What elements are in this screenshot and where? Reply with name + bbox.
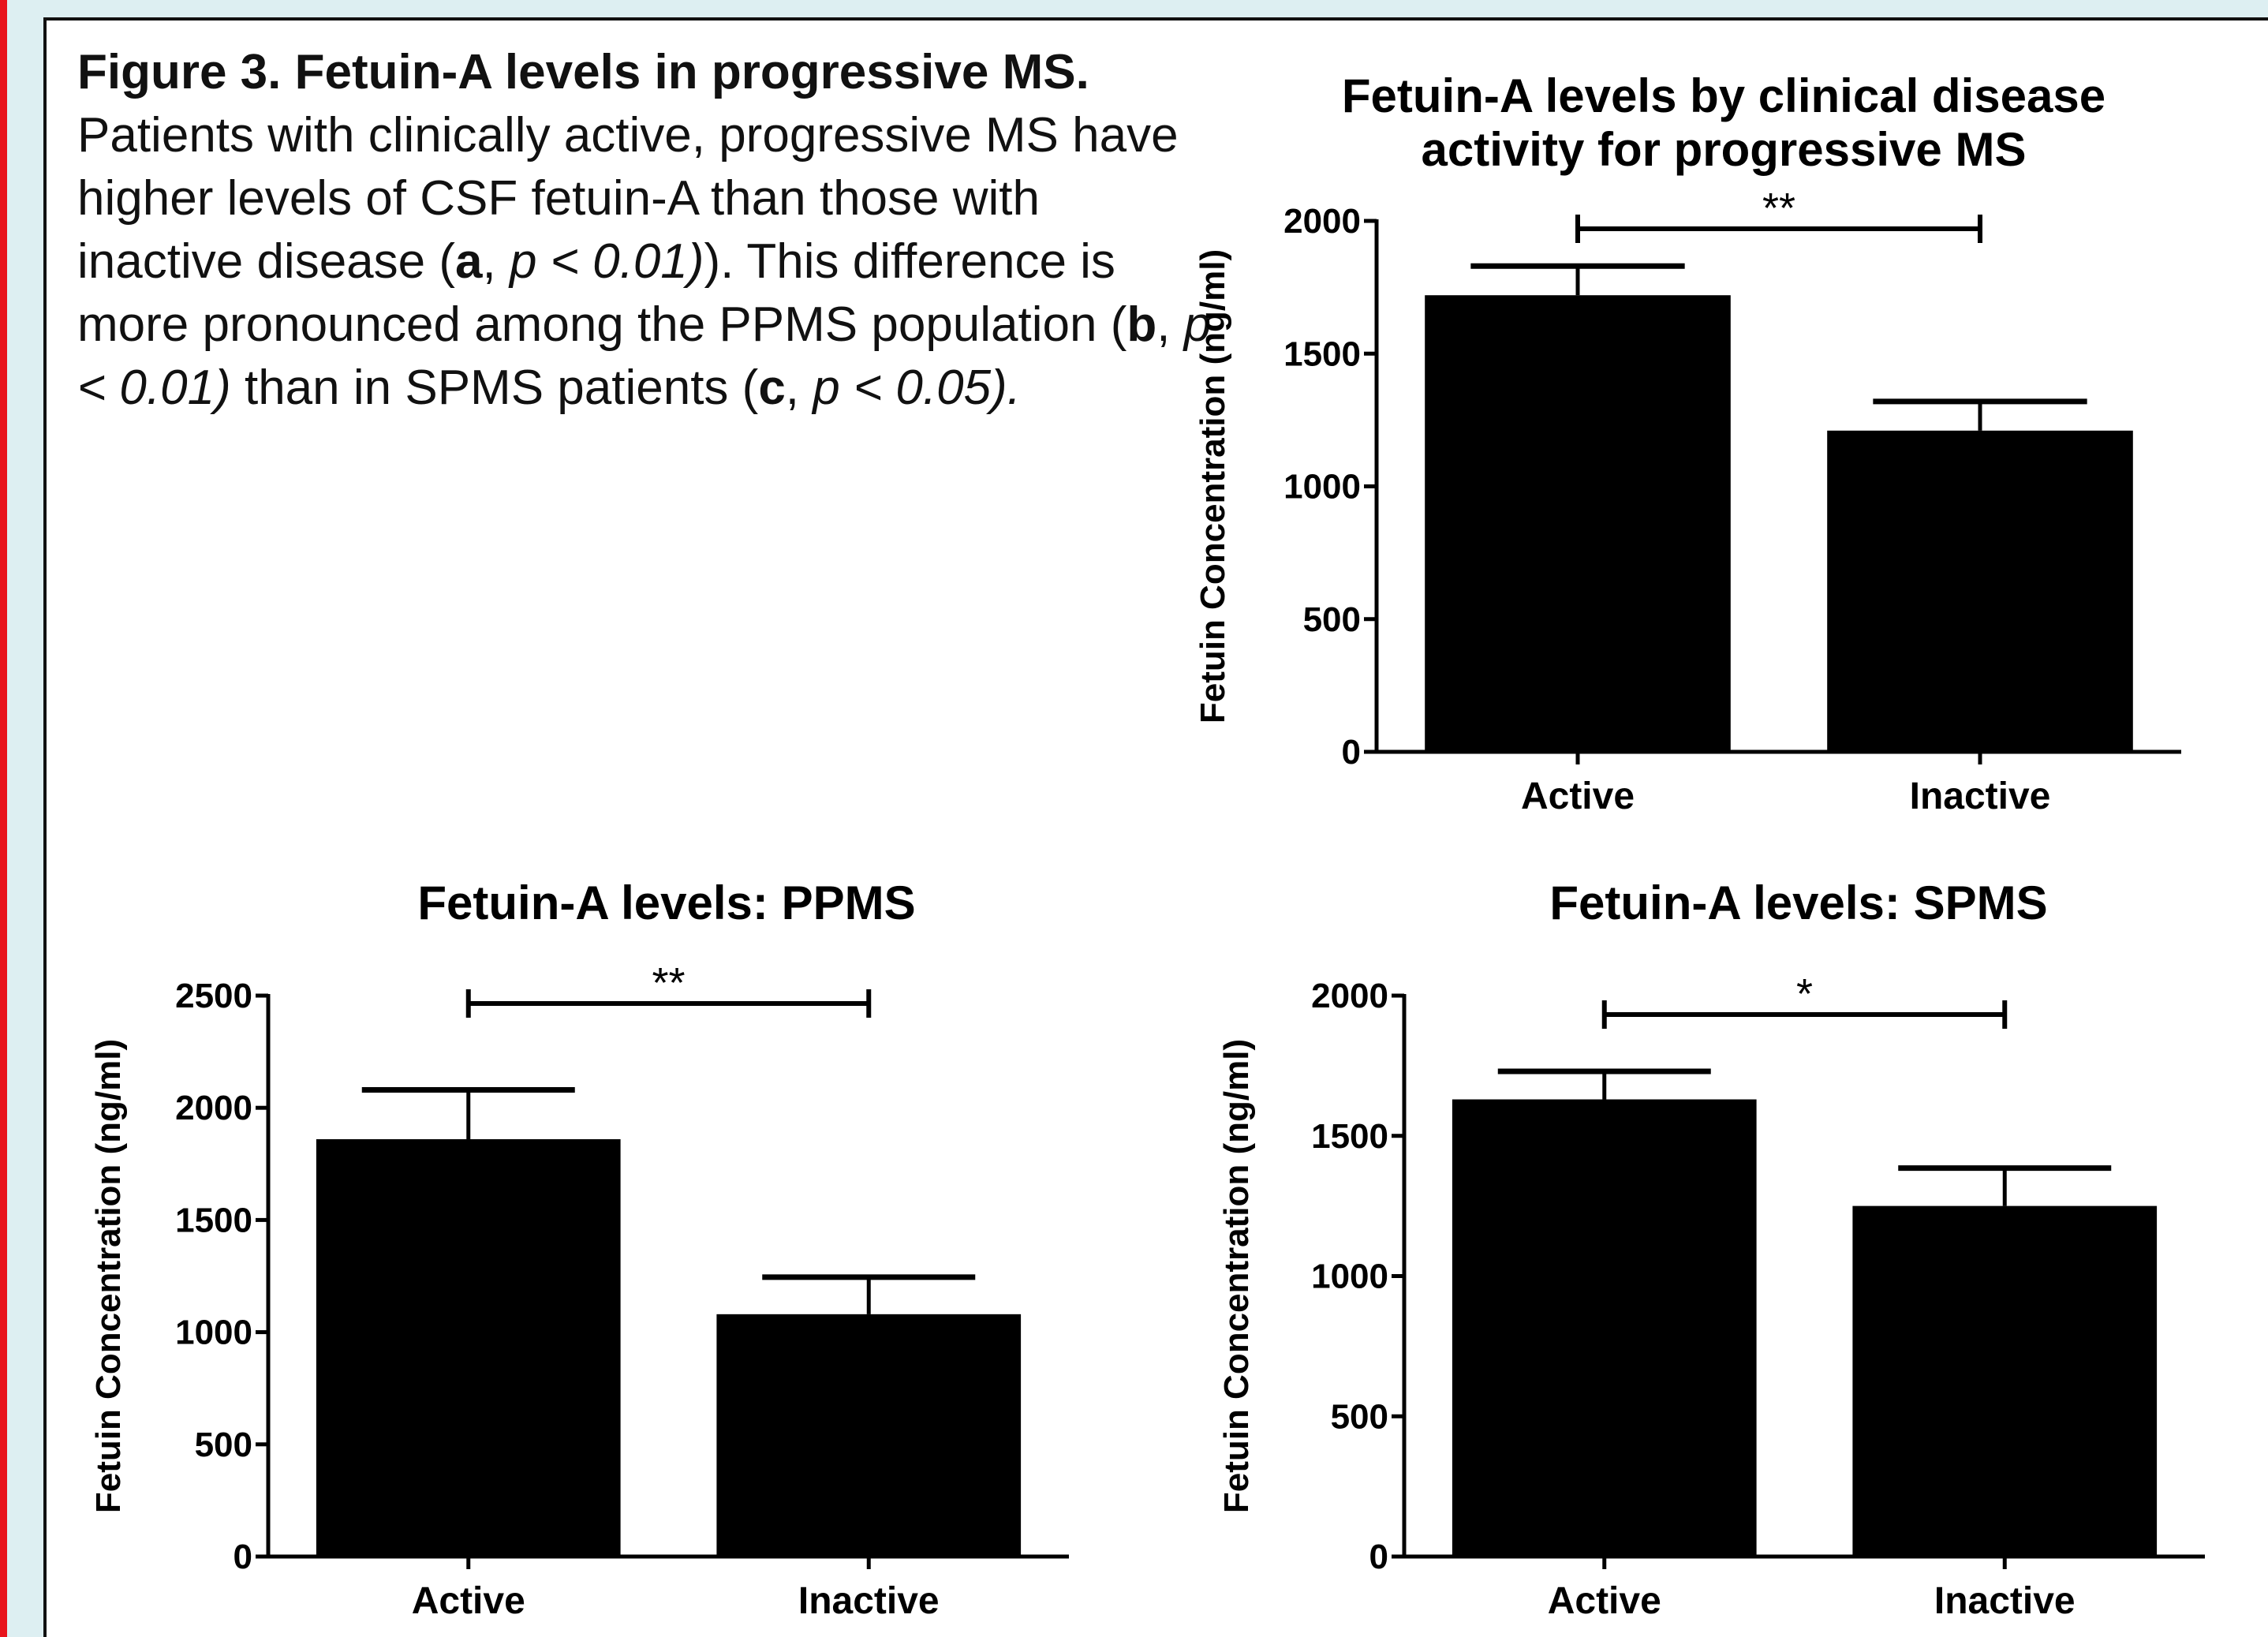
x-tick-label-active: Active bbox=[412, 1580, 525, 1622]
caption-heading: Figure 3. Fetuin-A levels in progressive… bbox=[77, 45, 1089, 99]
caption-p-value-a: p < 0.01) bbox=[509, 234, 704, 289]
y-axis-label: Fetuin Concentration (ng/ml) bbox=[1194, 249, 1232, 723]
bar-inactive bbox=[1852, 1205, 2158, 1557]
caption-text: than in SPMS patients ( bbox=[230, 361, 759, 415]
caption-p-value-c: p < 0.05). bbox=[813, 361, 1021, 415]
caption-text: , bbox=[482, 234, 510, 289]
y-tick-label: 2000 bbox=[175, 1089, 252, 1127]
y-tick-label: 500 bbox=[1303, 600, 1361, 639]
y-tick-label: 0 bbox=[1342, 733, 1361, 772]
x-tick-label-inactive: Inactive bbox=[1910, 776, 2051, 817]
bar-inactive bbox=[1827, 430, 2133, 752]
y-tick-label: 2000 bbox=[1311, 977, 1388, 1015]
y-tick-label: 1500 bbox=[175, 1201, 252, 1239]
caption-panel-ref-a: a bbox=[455, 234, 483, 289]
y-tick-label: 1000 bbox=[175, 1314, 252, 1352]
caption-p-value-b: p < 0.01) bbox=[77, 297, 1212, 415]
y-tick-label: 1500 bbox=[1311, 1117, 1388, 1156]
chart-title: Fetuin-A levels: PPMS bbox=[417, 876, 915, 929]
y-tick-label: 1500 bbox=[1283, 335, 1361, 373]
y-tick-label: 0 bbox=[1369, 1538, 1388, 1576]
significance-marker: ** bbox=[652, 959, 685, 1007]
y-tick-label: 2500 bbox=[175, 977, 252, 1015]
significance-marker: * bbox=[1796, 970, 1813, 1018]
y-tick-label: 500 bbox=[195, 1426, 252, 1464]
x-tick-label-active: Active bbox=[1548, 1580, 1661, 1622]
y-tick-label: 0 bbox=[234, 1538, 252, 1576]
bar-active bbox=[1452, 1099, 1757, 1557]
bar-active bbox=[1425, 295, 1731, 753]
bar-active bbox=[316, 1139, 621, 1557]
y-tick-label: 1000 bbox=[1283, 468, 1361, 506]
x-tick-label-inactive: Inactive bbox=[798, 1580, 940, 1622]
x-tick-label-inactive: Inactive bbox=[1934, 1580, 2076, 1622]
accent-edge bbox=[0, 0, 7, 1637]
y-axis-label: Fetuin Concentration (ng/ml) bbox=[1217, 1039, 1256, 1513]
caption-text: , bbox=[1156, 297, 1184, 352]
bar-inactive bbox=[716, 1314, 1022, 1557]
y-axis-label: Fetuin Concentration (ng/ml) bbox=[89, 1039, 128, 1513]
chart-title: activity for progressive MS bbox=[1422, 123, 2027, 176]
caption-panel-ref-c: c bbox=[758, 361, 786, 415]
y-tick-label: 500 bbox=[1331, 1397, 1388, 1436]
significance-marker: ** bbox=[1762, 185, 1795, 232]
caption-text: Patients with clinically active, progres… bbox=[77, 108, 1179, 289]
chart-title: Fetuin-A levels: SPMS bbox=[1549, 876, 2047, 929]
y-tick-label: 1000 bbox=[1311, 1258, 1388, 1296]
chart-title: Fetuin-A levels by clinical disease bbox=[1342, 69, 2105, 122]
chart-ppms: Fetuin-A levels: PPMS Fetuin Concentratio… bbox=[89, 876, 1069, 1622]
y-tick-label: 2000 bbox=[1283, 202, 1361, 241]
x-tick-label-active: Active bbox=[1521, 776, 1635, 817]
caption-text: , bbox=[785, 361, 813, 415]
chart-spms: Fetuin-A levels: SPMS Fetuin Concentratio… bbox=[1217, 876, 2205, 1622]
caption-text: ). This difference is more pronounced am… bbox=[77, 234, 1127, 352]
chart-activity-progressive-ms: Fetuin-A levels by clinical diseaseactiv… bbox=[1194, 69, 2181, 817]
caption-panel-ref-b: b bbox=[1127, 297, 1157, 352]
figure-caption: Figure 3. Fetuin-A levels in progressive… bbox=[77, 41, 1213, 420]
